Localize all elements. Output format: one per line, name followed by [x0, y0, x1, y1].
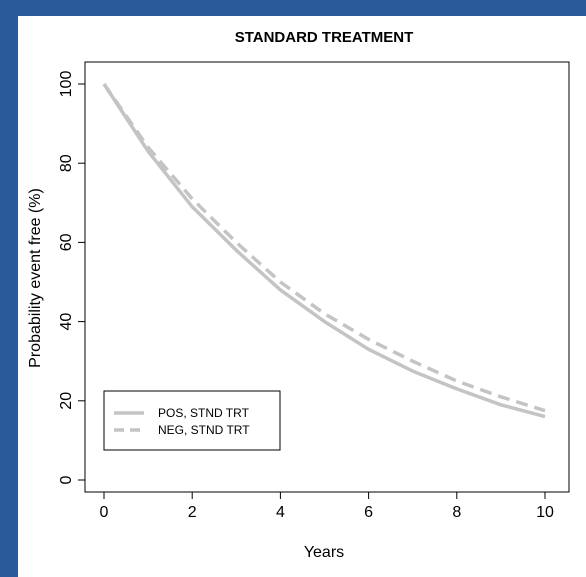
- x-tick-label: 10: [536, 504, 554, 521]
- series-line-2: [102, 83, 546, 413]
- y-axis: 0 20 40 60 80 100: [58, 71, 86, 484]
- series-layer: [102, 83, 546, 419]
- x-tick-label: 0: [100, 504, 109, 521]
- x-tick-label: 4: [276, 504, 285, 521]
- legend-box: [103, 390, 281, 451]
- y-tick-label: 80: [58, 154, 75, 172]
- x-tick-label: 6: [364, 504, 373, 521]
- x-axis: 0 2 4 6 8 10: [100, 491, 554, 521]
- x-axis-label: Years: [304, 544, 344, 561]
- y-tick-label: 60: [58, 233, 75, 251]
- x-tick-label: 8: [452, 504, 461, 521]
- y-tick-label: 40: [58, 313, 75, 331]
- y-axis-label: Probability event free (%): [27, 188, 44, 368]
- series-line-1: [102, 83, 546, 419]
- y-tick-label: 0: [58, 475, 75, 484]
- y-tick-label: 100: [58, 71, 75, 98]
- x-tick-label: 2: [188, 504, 197, 521]
- legend-label-2: NEG, STND TRT: [158, 423, 250, 437]
- line-chart: STANDARD TREATMENT 0 2 4 6 8 10 020406080100 …: [27, 29, 570, 561]
- legend: POS, STND TRT NEG, STND TRT: [103, 390, 281, 451]
- legend-label-1: POS, STND TRT: [158, 406, 250, 420]
- y-tick-label: 20: [58, 392, 75, 410]
- chart-panel: STANDARD TREATMENT 0 2 4 6 8 10 0 20 40 60 80 100 …: [18, 16, 586, 577]
- chart-title: STANDARD TREATMENT: [235, 29, 414, 46]
